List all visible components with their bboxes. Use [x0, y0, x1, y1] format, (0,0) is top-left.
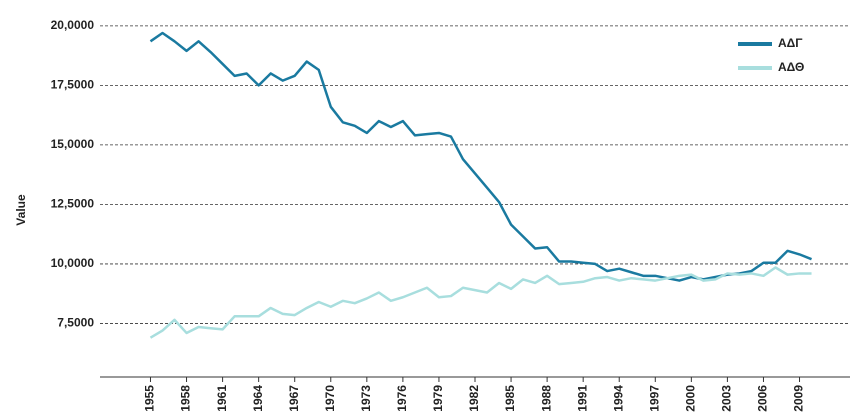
- legend-label: ΑΔΘ: [778, 60, 804, 74]
- x-tick-label: 2003: [720, 385, 734, 412]
- x-tick-label: 1961: [215, 385, 229, 412]
- y-tick-label: 17,5000: [51, 78, 95, 92]
- legend-label: ΑΔΓ: [778, 36, 803, 50]
- y-tick-label: 10,0000: [51, 256, 95, 270]
- x-tick-label: 1976: [395, 385, 409, 412]
- x-tick-label: 1979: [431, 385, 445, 412]
- x-tick-label: 1994: [611, 385, 625, 412]
- y-axis-label: Value: [14, 194, 28, 226]
- y-tick-label: 15,0000: [51, 137, 95, 151]
- x-tick-label: 1958: [179, 385, 193, 412]
- x-tick-label: 2009: [792, 385, 806, 412]
- x-tick-label: 1970: [323, 385, 337, 412]
- x-tick-label: 1964: [251, 385, 265, 412]
- x-tick-label: 1955: [143, 385, 157, 412]
- series-line: [149, 266, 812, 339]
- y-tick-label: 20,0000: [51, 18, 95, 32]
- y-tick-label: 12,5000: [51, 197, 95, 211]
- x-tick-label: 1997: [647, 385, 661, 412]
- x-tick-label: 1988: [539, 385, 553, 412]
- x-tick-label: 1982: [467, 385, 481, 412]
- y-tick-label: 7,5000: [57, 316, 94, 330]
- series-line: [149, 31, 812, 282]
- x-tick-label: 1967: [287, 385, 301, 412]
- x-tick-label: 1991: [575, 385, 589, 412]
- x-tick-label: 2000: [684, 385, 698, 412]
- x-tick-label: 2006: [756, 385, 770, 412]
- x-tick-label: 1973: [359, 385, 373, 412]
- x-tick-label: 1985: [503, 385, 517, 412]
